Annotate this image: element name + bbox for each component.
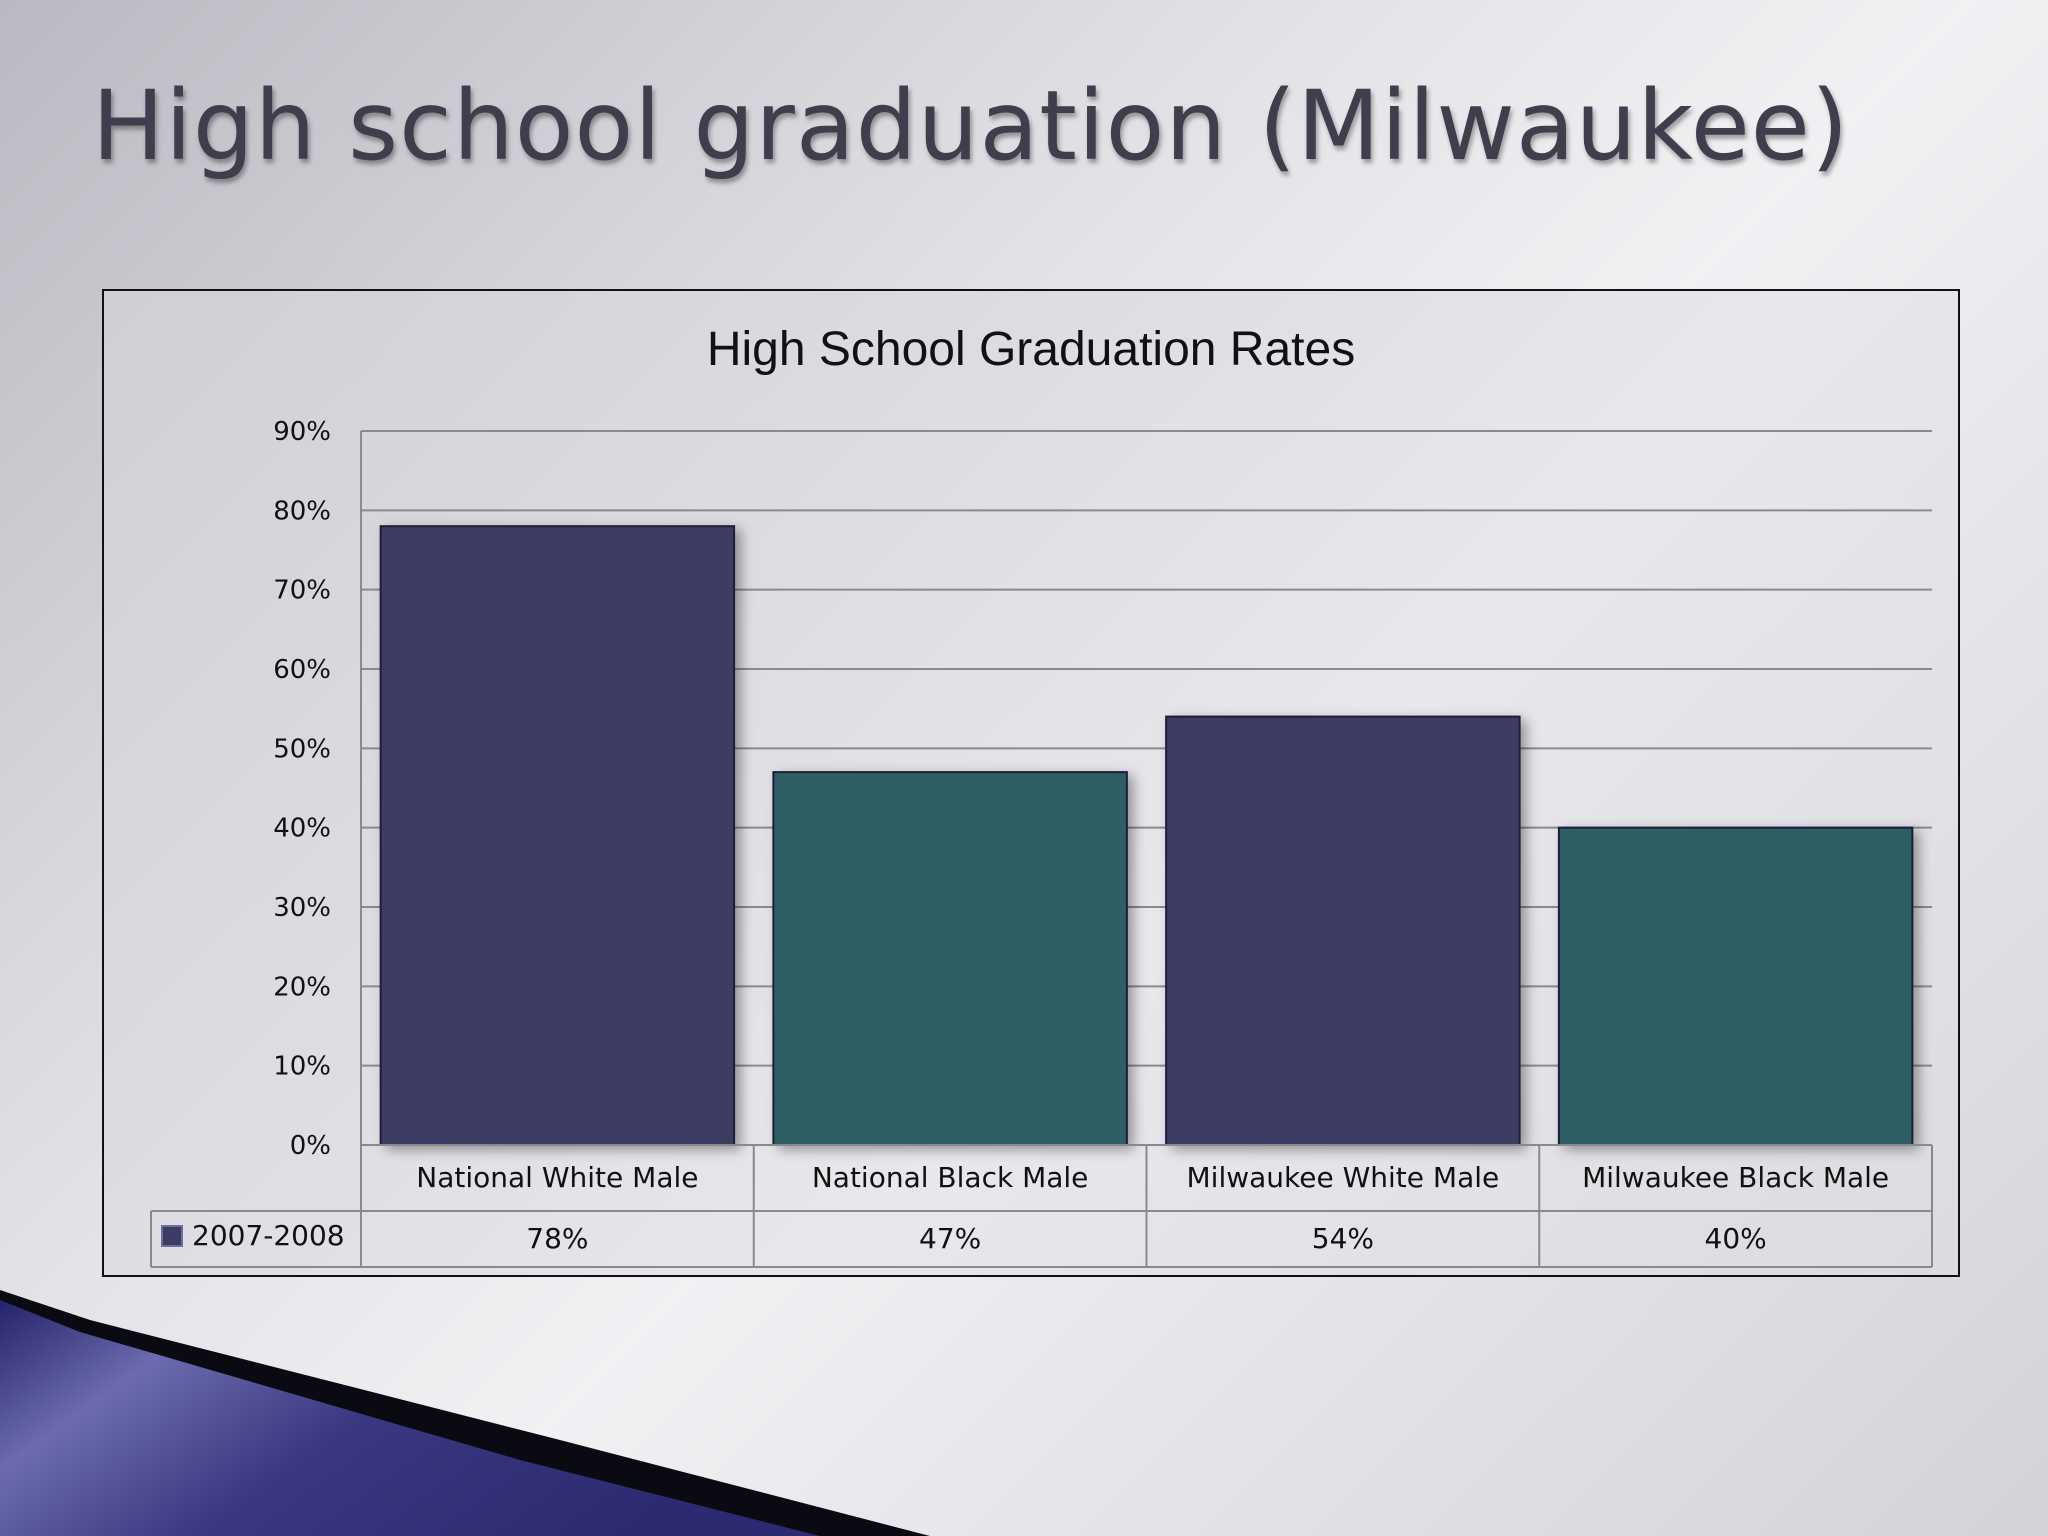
bar [1165, 715, 1521, 1146]
slide-title: High school graduation (Milwaukee) [92, 70, 1850, 182]
bars [379, 525, 1914, 1147]
chart-frame: High School Graduation Rates 0% 10% 20% 30%… [102, 289, 1960, 1277]
bar [379, 525, 736, 1146]
y-tick-label: 80% [273, 496, 331, 526]
y-tick-label: 50% [273, 734, 331, 764]
y-tick-label: 90% [273, 417, 331, 447]
y-axis-ticks: 0% 10% 20% 30% 40% 50% 60% 70% 80% 90% [273, 417, 331, 1161]
data-table-value: 54% [1312, 1222, 1374, 1255]
bar [772, 771, 1128, 1146]
legend-series-label: 2007-2008 [192, 1219, 345, 1252]
y-tick-label: 10% [273, 1052, 331, 1082]
legend-swatch [161, 1225, 183, 1247]
y-tick-label: 70% [273, 576, 331, 606]
data-table-value: 40% [1705, 1222, 1767, 1255]
y-tick-label: 20% [273, 972, 331, 1002]
y-tick-label: 40% [273, 814, 331, 844]
data-table-value: 78% [526, 1222, 588, 1255]
bar [1557, 826, 1914, 1147]
x-category-label: National Black Male [812, 1161, 1089, 1194]
x-category-label: National White Male [416, 1161, 698, 1194]
x-category-label: Milwaukee White Male [1187, 1161, 1500, 1194]
y-tick-label: 30% [273, 893, 331, 923]
data-table: National White Male National Black Male Mi… [150, 1144, 1933, 1268]
bar-chart: High School Graduation Rates 0% 10% 20% 30%… [150, 323, 1933, 1268]
y-tick-label: 0% [290, 1131, 331, 1161]
y-tick-label: 60% [273, 655, 331, 685]
chart-title: High School Graduation Rates [707, 323, 1355, 376]
x-category-label: Milwaukee Black Male [1582, 1161, 1889, 1194]
data-table-value: 47% [919, 1222, 981, 1255]
